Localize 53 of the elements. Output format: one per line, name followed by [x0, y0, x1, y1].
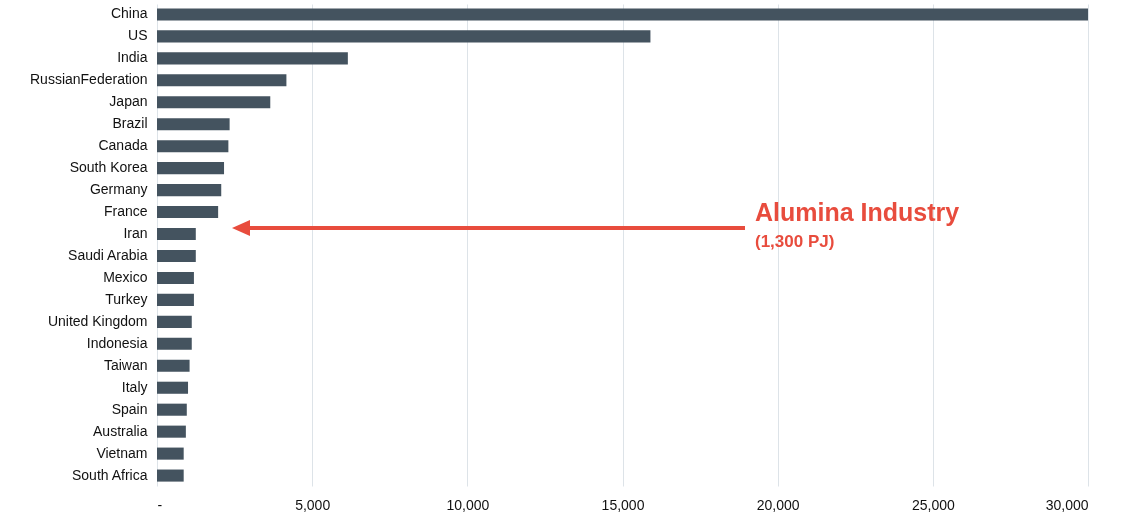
bar	[157, 118, 230, 131]
y-tick-label: Vietnam	[96, 444, 148, 461]
y-tick-label: Taiwan	[103, 356, 148, 373]
y-tick-label: France	[103, 203, 148, 220]
y-tick-label: South Korea	[69, 159, 148, 176]
y-tick-label: Mexico	[103, 268, 148, 285]
y-tick-label: RussianFederation	[29, 71, 148, 88]
bar	[157, 74, 287, 87]
annotation: Alumina Industry	[755, 198, 960, 226]
bar	[157, 184, 222, 197]
bar	[157, 447, 184, 460]
bar	[157, 30, 651, 43]
bar	[157, 337, 192, 350]
bar	[157, 227, 196, 241]
bar	[157, 315, 192, 328]
y-tick-label: Australia	[93, 422, 148, 439]
y-tick-label: Brazil	[112, 115, 148, 132]
y-tick-label: Indonesia	[86, 334, 148, 351]
y-tick-label: US	[128, 27, 148, 44]
x-tick-label: 15,000	[601, 496, 645, 513]
bar	[157, 96, 271, 109]
x-tick-label: 25,000	[911, 496, 955, 513]
bar	[157, 162, 225, 175]
y-tick-label: Iran	[123, 225, 148, 242]
bar	[157, 403, 187, 416]
bar	[157, 8, 1088, 21]
bar	[157, 140, 229, 153]
bar	[157, 359, 190, 372]
y-tick-label: China	[110, 5, 148, 22]
bar	[157, 469, 184, 482]
y-tick-label: South Africa	[72, 466, 148, 483]
x-tick-label: 20,000	[756, 496, 800, 513]
bar	[157, 381, 189, 394]
x-tick-label: 10,000	[446, 496, 490, 513]
x-tick-label: -	[157, 496, 163, 513]
y-tick-label: United Kingdom	[47, 312, 148, 329]
y-tick-label: Turkey	[105, 290, 148, 307]
y-tick-label: Italy	[121, 378, 148, 395]
y-tick-label: Japan	[109, 93, 148, 110]
y-tick-label: Canada	[98, 137, 148, 154]
x-tick-label: 30,000	[1045, 496, 1089, 513]
y-tick-label: India	[117, 49, 148, 66]
x-tick-label: 5,000	[295, 496, 331, 513]
bar	[157, 52, 348, 65]
bar	[157, 293, 194, 306]
annotation: (1,300 PJ)	[755, 232, 835, 251]
y-tick-label: Germany	[89, 181, 148, 198]
bar	[157, 271, 194, 284]
bar	[157, 249, 196, 263]
bar	[157, 425, 186, 438]
bar	[157, 206, 219, 219]
y-tick-label: Saudi Arabia	[68, 246, 148, 263]
y-tick-label: Spain	[111, 400, 148, 417]
